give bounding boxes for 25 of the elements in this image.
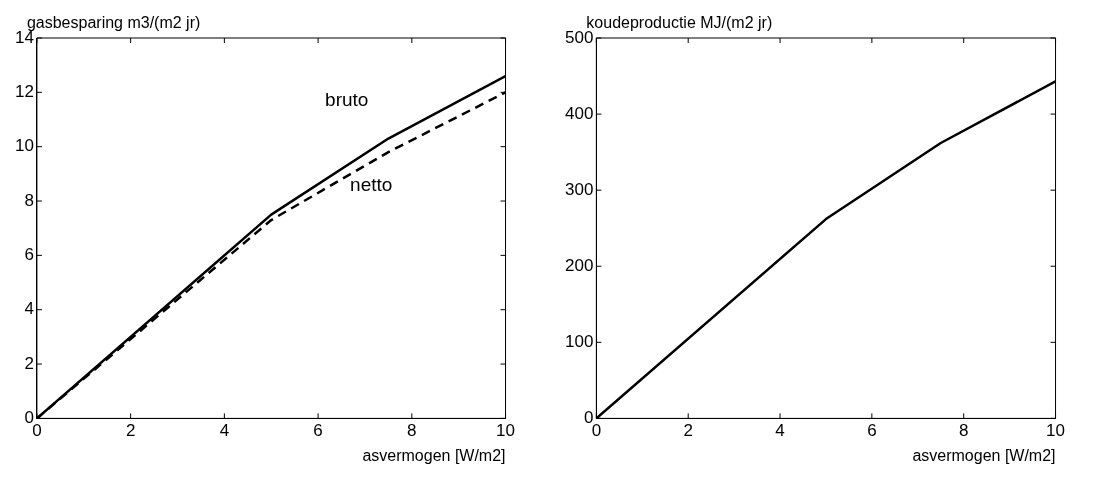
x-tick-label: 4 — [775, 421, 785, 441]
y-tick-label: 8 — [24, 190, 34, 210]
y-tick-label: 300 — [564, 179, 594, 199]
y-tick-label: 4 — [24, 299, 34, 319]
x-tick-label: 6 — [313, 421, 323, 441]
x-tick-label: 8 — [407, 421, 417, 441]
x-tick-label: 2 — [125, 421, 136, 441]
series-label: bruto — [325, 89, 369, 111]
series-label: netto — [350, 173, 393, 195]
x-tick-label: 10 — [496, 421, 516, 441]
y-tick-label: 2 — [24, 353, 34, 373]
y-tick-label: 12 — [14, 82, 34, 102]
x-tick-label: 2 — [683, 421, 693, 441]
y-tick-label: 100 — [564, 332, 594, 352]
y-tick-label: 10 — [14, 136, 34, 156]
x-axis-title: asvermogen [W/m2] — [362, 446, 506, 464]
x-tick-label: 4 — [219, 421, 230, 441]
x-tick-label: 8 — [958, 421, 969, 441]
x-tick-label: 6 — [867, 421, 877, 441]
y-tick-label: 6 — [24, 245, 34, 265]
y-tick-label: 400 — [564, 103, 594, 123]
y-tick-label: 200 — [564, 255, 594, 275]
x-axis-title: asvermogen [W/m2] — [912, 446, 1056, 464]
y-tick-label: 0 — [24, 408, 34, 428]
x-tick-label: 10 — [1046, 421, 1066, 441]
